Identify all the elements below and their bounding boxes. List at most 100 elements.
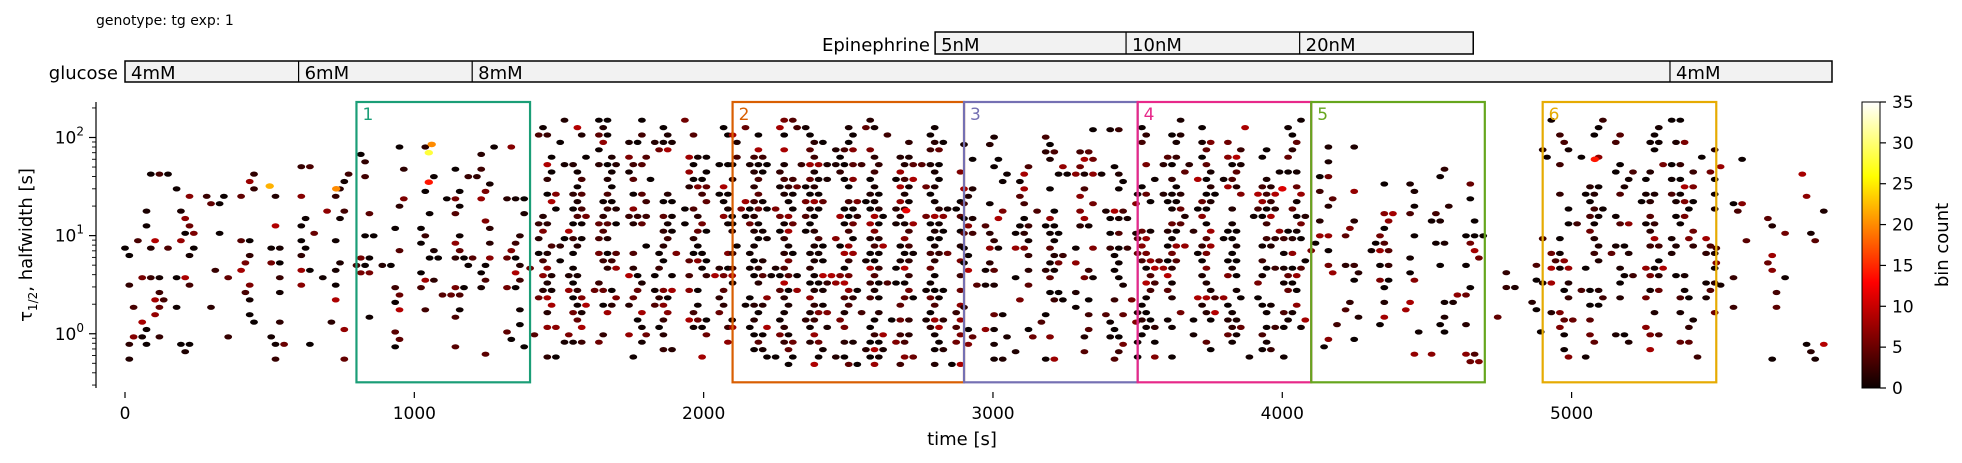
epi-segments-frame — [934, 31, 1474, 55]
hexbin — [511, 270, 520, 276]
hexbin — [451, 285, 460, 291]
hexbin — [1110, 267, 1119, 273]
hexbin — [1228, 236, 1237, 242]
hexbin — [874, 250, 883, 256]
hexbin — [1685, 236, 1693, 242]
hexbin — [1279, 265, 1288, 271]
hexbin — [780, 265, 789, 271]
hexbin — [1410, 203, 1419, 209]
hexbin — [1080, 215, 1089, 222]
hexbin — [607, 287, 616, 293]
hexbin — [1011, 245, 1020, 251]
hexbin — [271, 341, 280, 347]
hexbin — [331, 238, 340, 244]
hexbin — [763, 206, 771, 212]
hexbin — [629, 206, 638, 212]
hexbin — [784, 258, 793, 264]
hexbin — [968, 215, 977, 222]
hexbin — [481, 277, 490, 283]
hexbin — [577, 236, 586, 242]
hexbin — [836, 273, 844, 279]
hexbin — [693, 213, 702, 219]
hexbin — [1198, 302, 1206, 308]
hexbin — [543, 324, 552, 330]
hexbin — [344, 171, 353, 177]
hexbin — [1616, 132, 1624, 138]
hexbin — [866, 339, 875, 345]
hexbin — [1676, 221, 1685, 227]
hexbin — [573, 243, 582, 249]
hexbin — [121, 245, 129, 251]
hexbin — [1802, 341, 1811, 347]
hexbin — [1680, 273, 1689, 279]
hexbin — [900, 250, 909, 256]
hexbin — [956, 332, 965, 338]
hexbin — [1288, 310, 1297, 316]
hexbin — [814, 250, 823, 256]
hexbin — [780, 162, 789, 168]
hexbin — [1676, 162, 1685, 168]
hexbin — [1046, 275, 1054, 281]
hexbin — [1432, 211, 1440, 217]
y-tick-label: 102 — [55, 124, 84, 148]
hexbin — [1138, 258, 1146, 264]
hexbin — [870, 154, 879, 160]
glc-segments-segment-label: 4mM — [1676, 63, 1721, 84]
hexbin — [1733, 208, 1742, 214]
hexbin — [840, 339, 849, 345]
hexbin — [633, 273, 642, 279]
hexbin — [421, 188, 430, 194]
hexbin — [870, 228, 879, 234]
hexbin — [369, 233, 378, 239]
hexbin — [177, 238, 185, 244]
hexbin — [905, 287, 913, 293]
hexbin — [1119, 312, 1127, 318]
hexbin — [981, 326, 990, 333]
hexbin — [672, 250, 681, 256]
hexbin — [793, 273, 801, 279]
hexbin — [1611, 169, 1620, 175]
hexbin — [1560, 317, 1569, 323]
hexbin — [1650, 236, 1659, 242]
hexbin — [177, 208, 185, 214]
hexbin — [1262, 324, 1271, 330]
hexbin — [1667, 250, 1676, 256]
hexbin — [1650, 221, 1659, 227]
hexbin — [1172, 243, 1181, 249]
hexbin — [395, 203, 404, 209]
hexbin — [1710, 176, 1719, 182]
hexbin — [998, 178, 1007, 185]
hexbin — [1172, 228, 1181, 234]
hexbin — [569, 206, 577, 212]
hexbin — [142, 223, 151, 229]
hexbin — [1258, 258, 1267, 264]
hexbin — [693, 287, 702, 293]
hexbin — [451, 314, 460, 320]
hexbin — [1262, 176, 1271, 182]
hexbin — [698, 324, 706, 330]
hexbin — [745, 206, 754, 212]
hexbin — [539, 258, 547, 264]
hexbin — [275, 319, 284, 325]
hexbin — [780, 176, 789, 182]
hexbin — [819, 302, 827, 308]
hexbin — [926, 280, 935, 286]
hexbin — [125, 252, 134, 259]
colorbar — [1861, 101, 1881, 389]
hexbin — [573, 317, 582, 323]
hexbin — [331, 282, 340, 288]
hexbin — [1041, 312, 1050, 318]
hexbin — [1138, 243, 1146, 249]
hexbin — [1046, 230, 1054, 236]
hexbin — [1616, 265, 1624, 271]
hexbin — [1346, 225, 1354, 231]
hexbin — [1685, 339, 1693, 345]
hexbin — [1685, 295, 1693, 301]
hexbin — [155, 304, 164, 310]
hexbin — [1262, 310, 1271, 316]
hexbin — [271, 223, 280, 229]
hexbin — [750, 213, 758, 219]
hexbin — [763, 236, 771, 242]
hexbin — [659, 258, 668, 264]
